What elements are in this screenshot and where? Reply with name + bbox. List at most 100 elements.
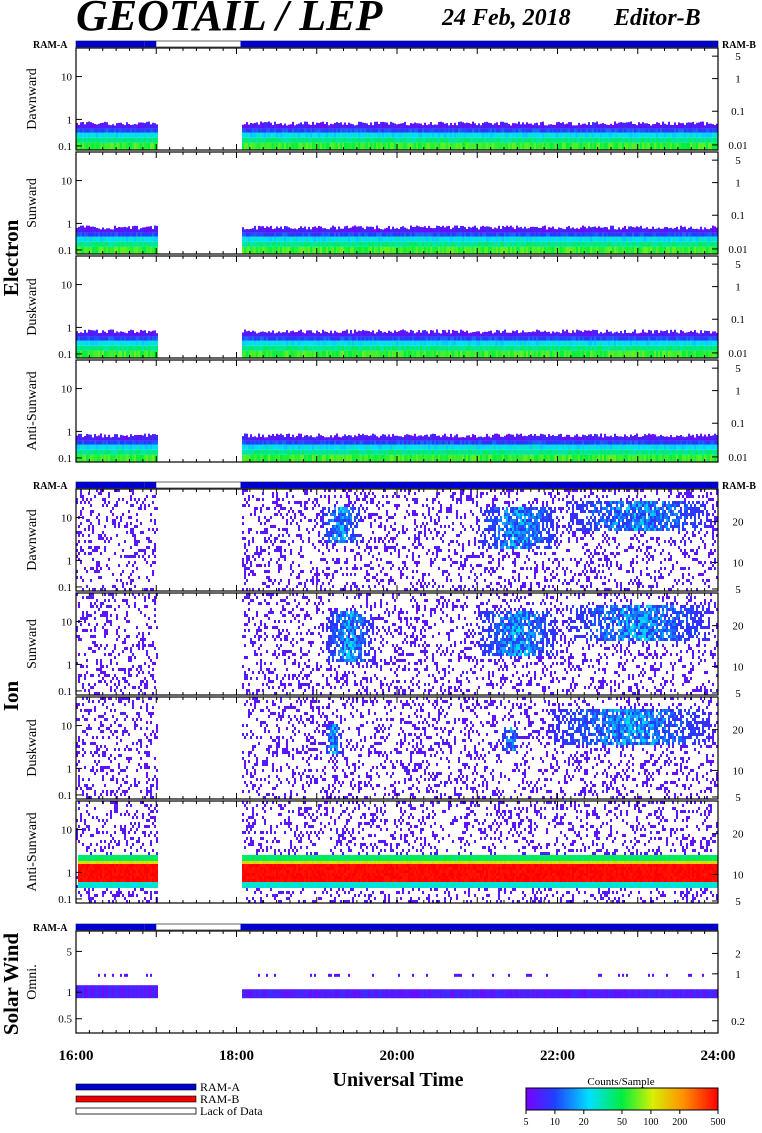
ram-bar-ion-segment: [241, 482, 718, 488]
right-tick-label: 5: [735, 259, 741, 271]
spectrogram-panels: 1010.1510.10.01Dawnward1010.1510.10.01Su…: [25, 48, 748, 1033]
ram-bar-solar-segment: [241, 924, 718, 930]
panel-ylabel: Anti-Sunward: [25, 371, 40, 450]
left-tick-label: 1: [67, 218, 73, 230]
right-tick-label: 10: [733, 661, 745, 673]
ram-a-label-3: RAM-A: [33, 923, 68, 934]
left-tick-label: 10: [61, 825, 73, 837]
colorbar-tick-label: 500: [711, 1117, 726, 1128]
colorbar-tick-label: 5: [524, 1117, 529, 1128]
left-tick-label: 0.1: [58, 790, 72, 802]
colorbar-tick-label: 100: [643, 1117, 658, 1128]
panel-ylabel: Sunward: [25, 178, 40, 228]
ram-bar-ion-segment: [144, 482, 156, 488]
x-tick-label: 24:00: [701, 1048, 736, 1064]
right-tick-label: 1: [735, 386, 741, 398]
right-tick-label: 0.1: [731, 314, 745, 326]
left-tick-label: 5: [67, 946, 73, 958]
right-tick-label: 10: [733, 557, 745, 569]
right-tick-label: 5: [735, 896, 741, 908]
editor-label: Editor-B: [613, 5, 701, 31]
left-tick-label: 10: [61, 384, 73, 396]
right-tick-label: 5: [735, 792, 741, 804]
x-tick-label: 22:00: [540, 1048, 575, 1064]
ram-bar-electron-segment: [144, 41, 156, 47]
left-tick-label: 0.1: [58, 141, 72, 153]
right-tick-label: 20: [733, 517, 745, 529]
right-tick-label: 5: [735, 688, 741, 700]
right-tick-label: 5: [735, 51, 741, 63]
panel-ylabel: Sunward: [25, 619, 40, 669]
colorbar-tick-label: 10: [550, 1117, 560, 1128]
ram-b-label-1: RAM-B: [722, 40, 756, 51]
ram-a-label-1: RAM-A: [33, 40, 68, 51]
left-tick-label: 0.1: [58, 894, 72, 906]
legend-lack-label: Lack of Data: [200, 1104, 263, 1118]
left-tick-label: 10: [61, 176, 73, 188]
section-solar-wind: Solar Wind: [0, 933, 23, 1035]
panel-frame: [76, 931, 718, 1033]
x-axis: 16:00 18:00 20:00 22:00 24:00: [59, 1048, 736, 1064]
left-tick-label: 10: [61, 513, 73, 525]
right-tick-label: 0.1: [731, 418, 745, 430]
ram-a-label-2: RAM-A: [33, 481, 68, 492]
panel-ylabel: Duskward: [25, 278, 40, 336]
legend-lack-swatch: [76, 1108, 196, 1114]
right-tick-label: 0.2: [731, 1016, 745, 1028]
right-tick-label: 10: [733, 765, 745, 777]
right-tick-label: 5: [735, 155, 741, 167]
x-axis-label: Universal Time: [333, 1069, 464, 1091]
right-tick-label: 5: [735, 363, 741, 375]
left-tick-label: 1: [67, 114, 73, 126]
left-tick-label: 1: [67, 987, 73, 999]
left-tick-label: 10: [61, 72, 73, 84]
left-tick-label: 1: [67, 867, 73, 879]
left-tick-label: 10: [61, 280, 73, 292]
colorbar-tick-label: 20: [579, 1117, 589, 1128]
x-tick-label: 20:00: [380, 1048, 415, 1064]
left-tick-label: 0.1: [58, 453, 72, 465]
panel-ylabel: Dawnward: [25, 509, 40, 570]
right-tick-label: 0.1: [731, 106, 745, 118]
ram-b-label-2: RAM-B: [722, 481, 756, 492]
right-tick-label: 2: [735, 948, 741, 960]
section-electron: Electron: [0, 219, 23, 296]
panel-ylabel: Anti-Sunward: [25, 812, 40, 891]
colorbar-tick-label: 200: [672, 1117, 687, 1128]
panel-ylabel: Omni.: [25, 964, 40, 999]
ram-bar-electron-segment: [241, 41, 718, 47]
ram-bar-ion-segment: [76, 482, 144, 488]
left-tick-label: 0.1: [58, 686, 72, 698]
x-tick-label: 18:00: [219, 1048, 254, 1064]
right-tick-label: 0.1: [731, 210, 745, 222]
left-tick-label: 0.1: [58, 349, 72, 361]
right-tick-label: 20: [733, 621, 745, 633]
right-tick-label: 20: [733, 725, 745, 737]
legend-ram-b-swatch: [76, 1096, 196, 1102]
right-tick-label: 5: [735, 584, 741, 596]
left-tick-label: 10: [61, 617, 73, 629]
ram-bar-solar-segment: [76, 924, 144, 930]
colorbar: [526, 1088, 718, 1110]
page-title: GEOTAIL / LEP: [76, 0, 384, 40]
colorbar-ticks: 5 10 20 50 100 200 500: [524, 1110, 726, 1128]
x-tick-label: 16:00: [59, 1048, 94, 1064]
ram-bar-solar-segment: [144, 924, 156, 930]
right-tick-label: 1: [735, 178, 741, 190]
colorbar-tick-label: 50: [617, 1117, 627, 1128]
right-tick-label: 1: [735, 282, 741, 294]
left-tick-label: 1: [67, 555, 73, 567]
right-tick-label: 1: [735, 74, 741, 86]
panel-ylabel: Dawnward: [25, 68, 40, 129]
left-tick-label: 10: [61, 721, 73, 733]
legend-ram-a-swatch: [76, 1084, 196, 1090]
ram-bar-electron-segment: [76, 41, 144, 47]
panel-ylabel: Duskward: [25, 719, 40, 777]
